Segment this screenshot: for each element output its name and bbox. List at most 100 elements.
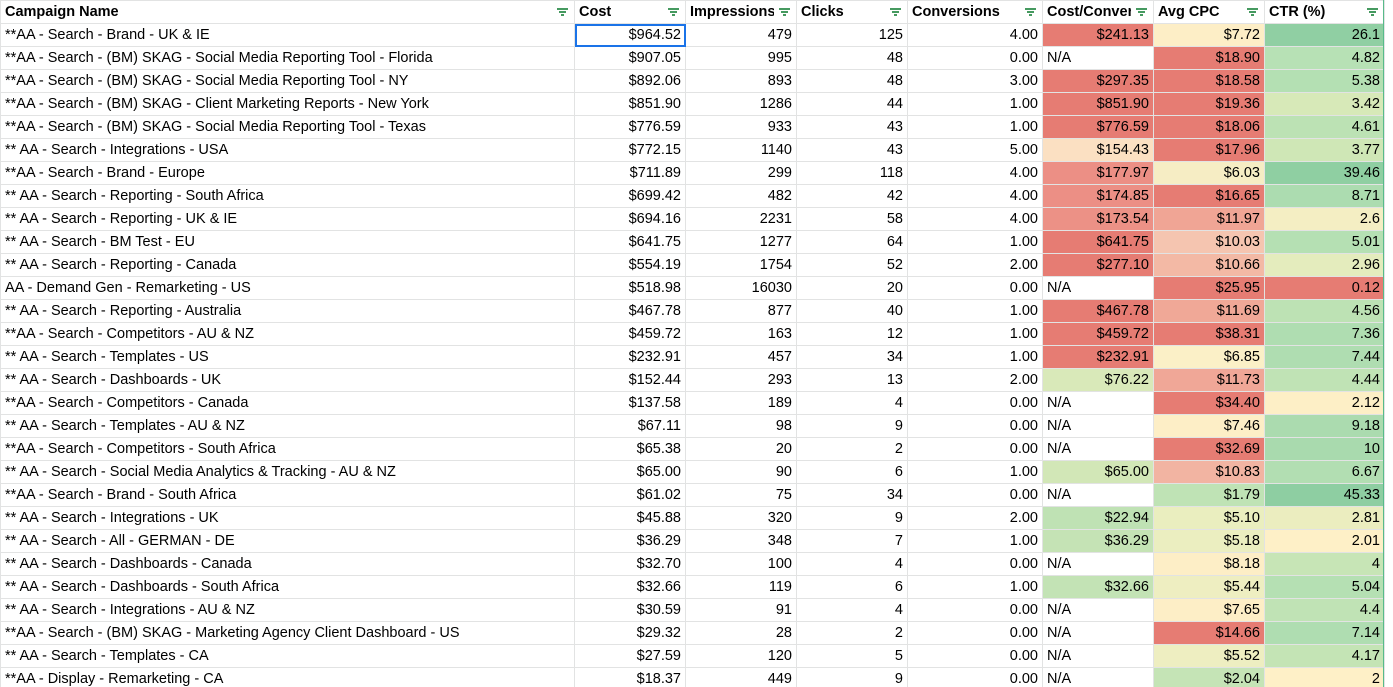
cell-clicks[interactable]: 42: [796, 184, 908, 208]
cell-cost[interactable]: $907.05: [574, 46, 686, 70]
cell-campaign[interactable]: **AA - Search - Competitors - Canada: [0, 391, 575, 415]
cell-campaign[interactable]: **AA - Search - Brand - UK & IE: [0, 23, 575, 47]
cell-cpc[interactable]: $5.18: [1153, 529, 1265, 553]
cell-cost_conv[interactable]: $851.90: [1042, 92, 1154, 116]
cell-cost_conv[interactable]: $467.78: [1042, 299, 1154, 323]
cell-cost_conv[interactable]: N/A: [1042, 621, 1154, 645]
cell-ctr[interactable]: 2: [1264, 667, 1385, 687]
cell-cost_conv[interactable]: $177.97: [1042, 161, 1154, 185]
filter-icon[interactable]: [1366, 6, 1379, 18]
cell-impressions[interactable]: 1754: [685, 253, 797, 277]
cell-cost[interactable]: $699.42: [574, 184, 686, 208]
cell-cost_conv[interactable]: $277.10: [1042, 253, 1154, 277]
filter-icon[interactable]: [1135, 6, 1148, 18]
column-header-conversions[interactable]: Conversions: [907, 0, 1043, 24]
cell-cpc[interactable]: $5.44: [1153, 575, 1265, 599]
cell-clicks[interactable]: 58: [796, 207, 908, 231]
cell-impressions[interactable]: 479: [685, 23, 797, 47]
cell-campaign[interactable]: **AA - Display - Remarketing - CA: [0, 667, 575, 687]
cell-ctr[interactable]: 4.82: [1264, 46, 1385, 70]
cell-cost_conv[interactable]: N/A: [1042, 276, 1154, 300]
cell-cost[interactable]: $152.44: [574, 368, 686, 392]
cell-cost_conv[interactable]: $174.85: [1042, 184, 1154, 208]
cell-campaign[interactable]: **AA - Search - Competitors - South Afri…: [0, 437, 575, 461]
cell-clicks[interactable]: 9: [796, 506, 908, 530]
cell-cost[interactable]: $32.70: [574, 552, 686, 576]
cell-clicks[interactable]: 6: [796, 575, 908, 599]
cell-cpc[interactable]: $18.58: [1153, 69, 1265, 93]
cell-cost[interactable]: $67.11: [574, 414, 686, 438]
cell-conversions[interactable]: 1.00: [907, 575, 1043, 599]
cell-impressions[interactable]: 98: [685, 414, 797, 438]
cell-conversions[interactable]: 1.00: [907, 92, 1043, 116]
cell-campaign[interactable]: ** AA - Search - BM Test - EU: [0, 230, 575, 254]
cell-cpc[interactable]: $6.85: [1153, 345, 1265, 369]
cell-cost[interactable]: $964.52: [574, 23, 686, 47]
cell-impressions[interactable]: 100: [685, 552, 797, 576]
cell-cost[interactable]: $892.06: [574, 69, 686, 93]
cell-campaign[interactable]: **AA - Search - Brand - Europe: [0, 161, 575, 185]
cell-conversions[interactable]: 2.00: [907, 506, 1043, 530]
cell-conversions[interactable]: 0.00: [907, 667, 1043, 687]
column-header-cpc[interactable]: Avg CPC: [1153, 0, 1265, 24]
cell-impressions[interactable]: 1286: [685, 92, 797, 116]
cell-cost_conv[interactable]: $776.59: [1042, 115, 1154, 139]
cell-campaign[interactable]: ** AA - Search - Templates - AU & NZ: [0, 414, 575, 438]
cell-clicks[interactable]: 64: [796, 230, 908, 254]
cell-campaign[interactable]: ** AA - Search - Templates - CA: [0, 644, 575, 668]
cell-clicks[interactable]: 40: [796, 299, 908, 323]
cell-ctr[interactable]: 4.17: [1264, 644, 1385, 668]
cell-cost[interactable]: $32.66: [574, 575, 686, 599]
cell-impressions[interactable]: 893: [685, 69, 797, 93]
cell-clicks[interactable]: 2: [796, 437, 908, 461]
cell-ctr[interactable]: 4.56: [1264, 299, 1385, 323]
cell-conversions[interactable]: 1.00: [907, 322, 1043, 346]
cell-ctr[interactable]: 5.01: [1264, 230, 1385, 254]
cell-cost_conv[interactable]: N/A: [1042, 414, 1154, 438]
filter-icon[interactable]: [1024, 6, 1037, 18]
cell-impressions[interactable]: 293: [685, 368, 797, 392]
cell-cpc[interactable]: $32.69: [1153, 437, 1265, 461]
cell-clicks[interactable]: 9: [796, 414, 908, 438]
column-header-ctr[interactable]: CTR (%): [1264, 0, 1385, 24]
cell-cpc[interactable]: $6.03: [1153, 161, 1265, 185]
cell-cpc[interactable]: $11.73: [1153, 368, 1265, 392]
cell-conversions[interactable]: 0.00: [907, 644, 1043, 668]
cell-ctr[interactable]: 4.44: [1264, 368, 1385, 392]
cell-cost[interactable]: $65.38: [574, 437, 686, 461]
filter-icon[interactable]: [1246, 6, 1259, 18]
cell-ctr[interactable]: 2.12: [1264, 391, 1385, 415]
cell-cost[interactable]: $30.59: [574, 598, 686, 622]
cell-cost_conv[interactable]: $297.35: [1042, 69, 1154, 93]
cell-campaign[interactable]: AA - Demand Gen - Remarketing - US: [0, 276, 575, 300]
cell-ctr[interactable]: 2.81: [1264, 506, 1385, 530]
cell-cost_conv[interactable]: N/A: [1042, 644, 1154, 668]
cell-clicks[interactable]: 20: [796, 276, 908, 300]
cell-cost[interactable]: $694.16: [574, 207, 686, 231]
cell-clicks[interactable]: 6: [796, 460, 908, 484]
cell-cost[interactable]: $518.98: [574, 276, 686, 300]
cell-impressions[interactable]: 28: [685, 621, 797, 645]
cell-cpc[interactable]: $18.90: [1153, 46, 1265, 70]
cell-conversions[interactable]: 1.00: [907, 529, 1043, 553]
cell-clicks[interactable]: 12: [796, 322, 908, 346]
cell-ctr[interactable]: 0.12: [1264, 276, 1385, 300]
cell-impressions[interactable]: 120: [685, 644, 797, 668]
cell-cpc[interactable]: $2.04: [1153, 667, 1265, 687]
cell-cpc[interactable]: $17.96: [1153, 138, 1265, 162]
filter-icon[interactable]: [556, 6, 569, 18]
cell-impressions[interactable]: 20: [685, 437, 797, 461]
cell-conversions[interactable]: 1.00: [907, 299, 1043, 323]
cell-campaign[interactable]: ** AA - Search - Reporting - Australia: [0, 299, 575, 323]
cell-cpc[interactable]: $10.03: [1153, 230, 1265, 254]
cell-cpc[interactable]: $25.95: [1153, 276, 1265, 300]
cell-cost[interactable]: $61.02: [574, 483, 686, 507]
cell-clicks[interactable]: 13: [796, 368, 908, 392]
cell-cost_conv[interactable]: N/A: [1042, 391, 1154, 415]
cell-cost_conv[interactable]: $22.94: [1042, 506, 1154, 530]
cell-cost_conv[interactable]: $32.66: [1042, 575, 1154, 599]
cell-campaign[interactable]: ** AA - Search - Dashboards - South Afri…: [0, 575, 575, 599]
cell-cost_conv[interactable]: $232.91: [1042, 345, 1154, 369]
cell-cpc[interactable]: $14.66: [1153, 621, 1265, 645]
cell-impressions[interactable]: 2231: [685, 207, 797, 231]
